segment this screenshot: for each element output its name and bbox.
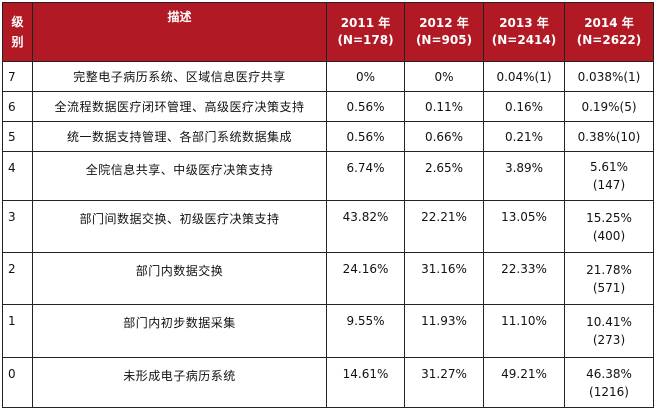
level-cell: 1 [2, 304, 33, 358]
level-cell: 4 [2, 151, 33, 201]
table-row: 1 部门内初步数据采集 9.55% 11.93% 11.10% 10.41% (… [2, 304, 654, 358]
description-cell: 未形成电子病历系统 [32, 357, 327, 408]
table-row: 0 未形成电子病历系统 14.61% 31.27% 49.21% 46.38% … [2, 357, 654, 408]
value-2012-cell: 22.21% [404, 200, 484, 253]
value-2014-cell: 15.25% (400) [564, 200, 654, 253]
header-sample-size: (N=2622) [576, 33, 642, 47]
table-row: 7 完整电子病历系统、区域信息医疗共享 0% 0% 0.04%(1) 0.038… [2, 61, 654, 92]
table-row: 3 部门间数据交换、初级医疗决策支持 43.82% 22.21% 13.05% … [2, 200, 654, 253]
value-2013-cell: 0.04%(1) [483, 61, 565, 92]
value-2011-cell: 0.56% [326, 121, 405, 152]
value-2014-pct: 46.38% [586, 366, 632, 381]
description-cell: 部门内数据交换 [32, 252, 327, 305]
emr-level-table: 级 别 描述 2011 年 (N=178) 2012 年 (N=905) 201… [2, 2, 654, 408]
value-2014-pct: 5.61% [589, 160, 629, 174]
header-year-label: 2012 年 [419, 16, 469, 30]
value-2012-cell: 11.93% [404, 304, 484, 358]
description-cell: 全流程数据医疗闭环管理、高级医疗决策支持 [32, 91, 327, 122]
description-cell: 部门间数据交换、初级医疗决策支持 [32, 200, 327, 253]
header-sample-size: (N=2414) [491, 33, 557, 47]
level-cell: 6 [2, 91, 33, 122]
level-cell: 2 [2, 252, 33, 305]
value-2012-cell: 0% [404, 61, 484, 92]
level-cell: 5 [2, 121, 33, 152]
value-2013-cell: 49.21% [483, 357, 565, 408]
value-2014-count: (400) [592, 228, 626, 243]
header-year-2013: 2013 年 (N=2414) [483, 2, 565, 62]
description-cell: 全院信息共享、中级医疗决策支持 [32, 151, 327, 201]
header-row: 级 别 描述 2011 年 (N=178) 2012 年 (N=905) 201… [2, 2, 654, 62]
value-2011-cell: 6.74% [326, 151, 405, 201]
header-level-line1: 级 [11, 15, 24, 29]
value-2011-cell: 0.56% [326, 91, 405, 122]
value-2012-cell: 31.27% [404, 357, 484, 408]
value-2014-pct: 10.41% [586, 315, 632, 329]
description-cell: 完整电子病历系统、区域信息医疗共享 [32, 61, 327, 92]
header-year-label: 2011 年 [340, 16, 391, 30]
header-level-line2: 别 [11, 35, 24, 49]
value-2013-cell: 13.05% [483, 200, 565, 253]
value-2013-cell: 22.33% [483, 252, 565, 305]
value-2014-cell: 46.38% (1216) [564, 357, 654, 408]
value-2014-pct: 21.78% [586, 262, 632, 277]
level-cell: 0 [2, 357, 33, 408]
value-2014-cell: 21.78% (571) [564, 252, 654, 305]
value-2012-cell: 31.16% [404, 252, 484, 305]
table-row: 6 全流程数据医疗闭环管理、高级医疗决策支持 0.56% 0.11% 0.16%… [2, 91, 654, 122]
value-2013-cell: 0.21% [483, 121, 565, 152]
value-2014-cell: 0.19%(5) [564, 91, 654, 122]
header-description: 描述 [32, 2, 327, 62]
description-cell: 部门内初步数据采集 [32, 304, 327, 358]
value-2011-cell: 43.82% [326, 200, 405, 253]
value-2012-cell: 2.65% [404, 151, 484, 201]
header-year-2011: 2011 年 (N=178) [326, 2, 405, 62]
table-row: 5 统一数据支持管理、各部门系统数据集成 0.56% 0.66% 0.21% 0… [2, 121, 654, 152]
value-2014-cell: 5.61% (147) [564, 151, 654, 201]
value-2012-cell: 0.11% [404, 91, 484, 122]
value-2014-pct: 0.038%(1) [577, 69, 641, 84]
value-2011-cell: 24.16% [326, 252, 405, 305]
value-2014-count: (273) [592, 333, 626, 347]
value-2013-cell: 3.89% [483, 151, 565, 201]
value-2014-count: (1216) [589, 384, 629, 399]
value-2014-cell: 0.38%(10) [564, 121, 654, 152]
value-2013-cell: 11.10% [483, 304, 565, 358]
description-cell: 统一数据支持管理、各部门系统数据集成 [32, 121, 327, 152]
value-2012-cell: 0.66% [404, 121, 484, 152]
header-year-2014: 2014 年 (N=2622) [564, 2, 654, 62]
value-2013-cell: 0.16% [483, 91, 565, 122]
value-2014-count: (571) [592, 280, 626, 295]
value-2014-cell: 0.038%(1) [564, 61, 654, 92]
header-sample-size: (N=178) [337, 33, 394, 47]
level-cell: 7 [2, 61, 33, 92]
header-level: 级 别 [2, 2, 33, 62]
emr-level-table-container: 级 别 描述 2011 年 (N=178) 2012 年 (N=905) 201… [2, 2, 654, 408]
table-row: 4 全院信息共享、中级医疗决策支持 6.74% 2.65% 3.89% 5.61… [2, 151, 654, 201]
value-2014-cell: 10.41% (273) [564, 304, 654, 358]
value-2011-cell: 14.61% [326, 357, 405, 408]
header-year-label: 2013 年 [499, 16, 549, 30]
header-year-label: 2014 年 [584, 16, 634, 30]
header-sample-size: (N=905) [415, 33, 473, 47]
value-2011-cell: 9.55% [326, 304, 405, 358]
value-2014-pct: 0.19%(5) [581, 99, 637, 114]
value-2014-pct: 0.38%(10) [577, 129, 641, 144]
value-2014-count: (147) [592, 178, 626, 192]
level-cell: 3 [2, 200, 33, 253]
value-2011-cell: 0% [326, 61, 405, 92]
table-row: 2 部门内数据交换 24.16% 31.16% 22.33% 21.78% (5… [2, 252, 654, 305]
value-2014-pct: 15.25% [586, 210, 632, 225]
header-year-2012: 2012 年 (N=905) [404, 2, 484, 62]
